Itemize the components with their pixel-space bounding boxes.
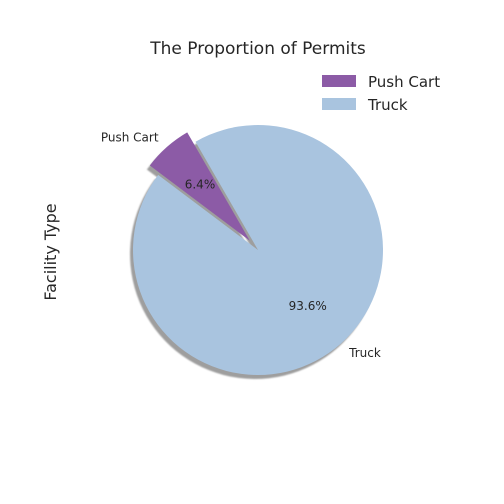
y-axis-label: Facility Type — [41, 203, 60, 300]
slice-labels: Push Cart 6.4% Truck 93.6% — [101, 131, 381, 360]
pie-slice-push-cart — [149, 132, 250, 241]
slice-percent-truck: 93.6% — [289, 299, 327, 313]
slice-label-push-cart: Push Cart — [101, 131, 159, 145]
legend-label-push-cart: Push Cart — [368, 73, 440, 91]
legend-label-truck: Truck — [367, 96, 408, 114]
pie-slice-truck — [133, 125, 383, 376]
chart-title: The Proportion of Permits — [149, 39, 366, 59]
pie-slices — [133, 125, 383, 376]
legend-swatch-push-cart — [322, 75, 356, 87]
legend: Push Cart Truck — [322, 73, 440, 114]
slice-percent-push-cart: 6.4% — [185, 177, 216, 191]
slice-label-truck: Truck — [348, 346, 381, 360]
legend-swatch-truck — [322, 98, 356, 110]
